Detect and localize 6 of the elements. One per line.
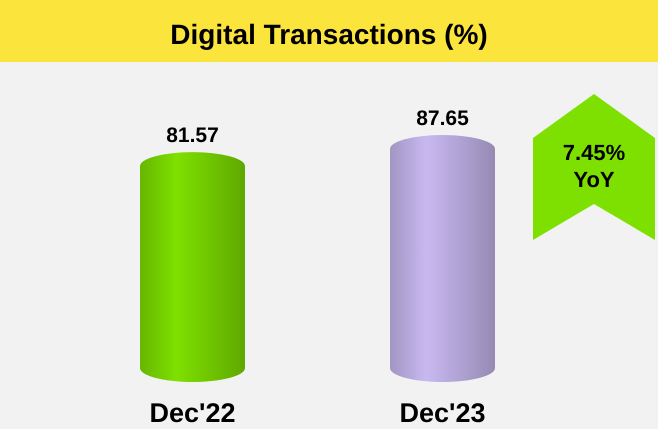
annotation: 7.45% YoY [562,140,626,192]
data-label: 81.57 [166,124,219,148]
x-tick-label: Dec'23 [400,398,486,428]
x-tick-label: Dec'22 [150,398,236,428]
chart-title: Digital Transactions (%) [170,19,488,50]
data-label: 87.65 [416,107,470,130]
